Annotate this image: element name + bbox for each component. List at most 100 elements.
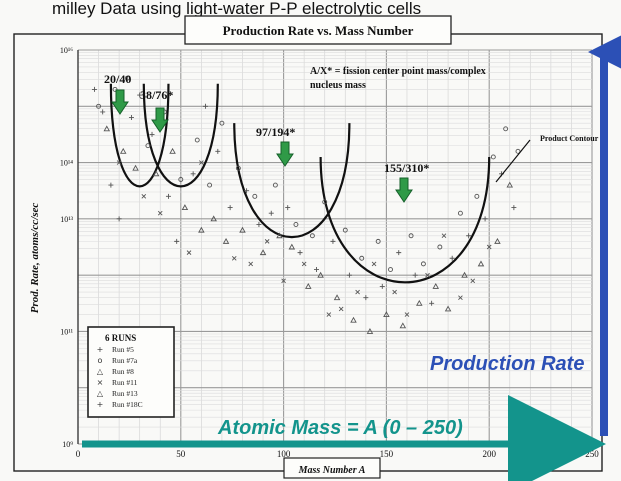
data-point — [264, 239, 270, 244]
data-point — [103, 125, 111, 132]
data-point — [137, 92, 143, 98]
data-point — [178, 177, 184, 182]
data-point — [297, 250, 303, 256]
x-tick-label: 100 — [277, 449, 291, 459]
product-contour-label: Product Contour — [540, 134, 599, 143]
data-point — [141, 194, 147, 199]
data-point — [388, 267, 393, 272]
x-tick-label: 50 — [176, 449, 186, 459]
data-point — [408, 233, 414, 239]
data-point — [346, 272, 352, 278]
data-point — [338, 306, 344, 312]
data-point — [416, 299, 423, 306]
data-point — [322, 199, 328, 205]
atomic-mass-label: Atomic Mass = A (0 – 250) — [217, 417, 463, 439]
x-tick-label: 150 — [380, 449, 394, 459]
legend-entry-label: Run #18C — [112, 400, 143, 409]
legend-entry-label: Run #11 — [112, 378, 138, 387]
top-banner-text: milley Data using light-water P-P electr… — [52, 0, 421, 18]
data-point — [474, 193, 480, 199]
data-point — [239, 226, 246, 233]
data-point — [124, 75, 130, 81]
chart-title: Production Rate vs. Mass Number — [223, 23, 414, 38]
data-points — [91, 75, 521, 334]
contour-curve — [319, 156, 491, 284]
chart-title-box — [184, 15, 452, 45]
data-point — [425, 272, 430, 278]
contour-curve — [142, 83, 219, 188]
data-point — [128, 115, 134, 121]
x-tick-label: 200 — [482, 449, 496, 459]
legend-entry-label: Run #8 — [112, 367, 134, 376]
data-point — [503, 126, 509, 132]
data-point — [515, 148, 521, 154]
data-point — [210, 215, 217, 222]
data-point — [222, 237, 230, 244]
data-point — [215, 148, 221, 154]
production-rate-label: Production Rate — [430, 353, 584, 375]
curves — [109, 83, 491, 284]
data-point — [359, 255, 365, 261]
data-point — [281, 278, 286, 284]
data-point — [437, 244, 443, 250]
data-point — [412, 272, 418, 278]
data-point — [313, 267, 319, 273]
fission-markers: 20/40 38/76* 97/194* 155/310* — [104, 72, 429, 203]
data-point — [444, 305, 452, 312]
y-tick-label: 10¹¹ — [60, 327, 73, 336]
data-point — [396, 250, 402, 256]
data-point — [363, 295, 369, 301]
data-point — [486, 244, 492, 250]
data-point — [96, 103, 102, 109]
data-point — [227, 205, 233, 211]
data-point — [449, 255, 455, 261]
data-point — [231, 255, 237, 261]
data-point — [112, 86, 118, 92]
legend-entry-label: Run #7a — [112, 356, 138, 365]
data-point — [301, 261, 307, 267]
data-point — [330, 238, 336, 244]
data-point — [194, 137, 200, 143]
data-point — [429, 300, 435, 306]
data-point — [466, 233, 472, 239]
data-point — [181, 204, 189, 211]
data-point — [366, 328, 374, 334]
x-axis-label: Mass Number A — [298, 465, 366, 476]
y-tick-label: 10⁹ — [62, 440, 73, 449]
data-point — [91, 86, 97, 92]
data-point — [116, 160, 122, 165]
data-point — [392, 289, 397, 295]
legend-entry-label: Run #5 — [112, 345, 134, 354]
data-point — [457, 210, 463, 216]
data-point — [494, 237, 501, 244]
data-point — [490, 154, 496, 160]
legend-symbol: o — [98, 356, 103, 365]
data-point — [432, 282, 440, 289]
data-point — [100, 109, 106, 115]
data-point — [350, 316, 357, 323]
data-point — [244, 188, 250, 194]
data-point — [276, 232, 283, 239]
fission-marker-label: 155/310* — [384, 161, 429, 175]
data-point — [199, 160, 204, 165]
data-point — [169, 147, 176, 154]
data-point — [309, 233, 315, 239]
y-axis-label: Prod. Rate, atoms/cc/sec — [29, 203, 41, 314]
contour-curve — [109, 83, 170, 188]
data-point — [119, 147, 127, 154]
data-point — [186, 250, 192, 255]
data-point — [132, 164, 139, 171]
data-point — [305, 282, 312, 289]
fission-marker-label: 38/76* — [140, 88, 173, 102]
data-point — [355, 289, 360, 295]
data-point — [288, 243, 296, 250]
y-tick-label: 10¹⁴ — [60, 159, 73, 168]
legend-symbol: × — [97, 378, 104, 387]
legend-entry-label: Run #13 — [112, 389, 138, 398]
legend-title: 6 RUNS — [105, 333, 136, 343]
data-point — [326, 312, 332, 317]
data-point — [371, 261, 377, 267]
data-point — [256, 221, 262, 227]
data-point — [399, 322, 407, 329]
legend-symbol: △ — [97, 389, 104, 398]
